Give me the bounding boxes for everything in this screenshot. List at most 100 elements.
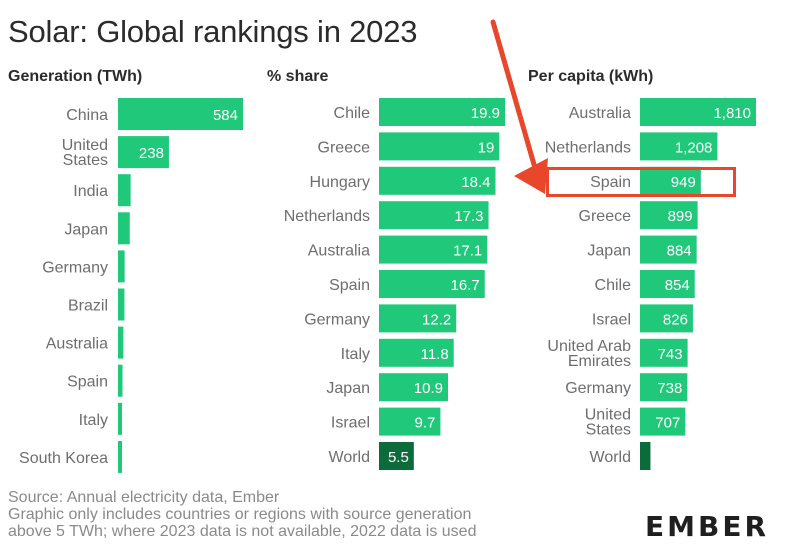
category-label-line: Hungary bbox=[310, 174, 370, 191]
bar bbox=[640, 338, 688, 367]
category-label-line: Italy bbox=[79, 412, 108, 429]
category-label: Japan bbox=[64, 221, 108, 238]
category-label: Spain bbox=[590, 174, 631, 191]
category-label-line: Netherlands bbox=[284, 208, 370, 225]
chart-title: % share bbox=[267, 68, 328, 85]
data-label: 10.9 bbox=[414, 380, 443, 397]
category-label: World bbox=[329, 449, 371, 466]
data-label: 11.8 bbox=[421, 346, 449, 363]
category-label: Netherlands bbox=[284, 208, 370, 225]
category-label: Netherlands bbox=[545, 139, 631, 156]
category-label-line: Chile bbox=[595, 277, 632, 294]
data-label: 949 bbox=[671, 174, 696, 191]
bar bbox=[640, 304, 693, 333]
data-label: 238 bbox=[139, 145, 164, 162]
page-title: Solar: Global rankings in 2023 bbox=[8, 14, 418, 49]
category-label: Japan bbox=[587, 243, 631, 260]
bar bbox=[640, 132, 718, 161]
bar bbox=[118, 250, 125, 283]
bar bbox=[379, 442, 414, 470]
category-label-line: States bbox=[63, 152, 108, 169]
category-label-line: Germany bbox=[565, 380, 631, 397]
category-label-line: Greece bbox=[318, 139, 371, 156]
category-label-line: Netherlands bbox=[545, 139, 631, 156]
category-label-line: Chile bbox=[334, 105, 371, 122]
category-label-line: Spain bbox=[67, 374, 108, 391]
chart-title: Per capita (kWh) bbox=[528, 68, 653, 85]
bar bbox=[379, 166, 496, 195]
bar bbox=[640, 270, 695, 298]
data-label: 743 bbox=[658, 346, 683, 363]
bar bbox=[640, 166, 701, 195]
category-label-line: Japan bbox=[64, 221, 108, 238]
bar bbox=[118, 98, 243, 130]
category-label: Chile bbox=[595, 277, 632, 294]
category-label: Hungary bbox=[310, 174, 370, 191]
data-label: 884 bbox=[667, 243, 692, 260]
bar bbox=[640, 98, 756, 126]
category-label-line: Australia bbox=[308, 243, 370, 260]
bar bbox=[118, 364, 123, 397]
bar bbox=[640, 407, 686, 436]
category-label: Israel bbox=[592, 311, 631, 328]
bar bbox=[118, 174, 131, 207]
data-label: 1,810 bbox=[713, 105, 751, 122]
chart-title: Generation (TWh) bbox=[8, 68, 142, 85]
data-label: 738 bbox=[657, 380, 682, 397]
category-label: Japan bbox=[326, 380, 370, 397]
category-label-line: Japan bbox=[326, 380, 370, 397]
source-line: above 5 TWh; where 2023 data is not avai… bbox=[8, 523, 477, 540]
category-label-line: Italy bbox=[341, 346, 370, 363]
data-label: 9.7 bbox=[415, 415, 436, 432]
bar bbox=[379, 270, 485, 298]
category-label-line: Israel bbox=[592, 311, 631, 328]
ember-logo: EMBER bbox=[645, 510, 770, 543]
data-label: 12.2 bbox=[422, 311, 451, 328]
bar bbox=[379, 98, 505, 126]
spain-highlight-box bbox=[546, 167, 736, 197]
category-label: Chile bbox=[334, 105, 371, 122]
category-label: China bbox=[66, 107, 108, 124]
category-label: Germany bbox=[42, 259, 108, 276]
bar bbox=[379, 304, 457, 333]
bar bbox=[640, 373, 688, 402]
bar bbox=[379, 235, 488, 264]
data-label: 16.7 bbox=[451, 277, 480, 294]
data-label: 707 bbox=[655, 415, 680, 432]
category-label: India bbox=[73, 183, 108, 200]
data-label: 826 bbox=[663, 311, 688, 328]
source-line: Source: Annual electricity data, Ember bbox=[8, 489, 280, 506]
category-label-line: Spain bbox=[329, 277, 370, 294]
source-line: Graphic only includes countries or regio… bbox=[8, 506, 472, 523]
category-label: South Korea bbox=[19, 450, 108, 467]
category-label: United Arab Emirates bbox=[547, 338, 631, 370]
category-label-line: Greece bbox=[579, 208, 632, 225]
bar bbox=[118, 212, 130, 245]
category-label-line: United Arab bbox=[547, 338, 631, 355]
data-label: 17.3 bbox=[454, 208, 483, 225]
category-label: Germany bbox=[304, 311, 370, 328]
category-label-line: Germany bbox=[42, 259, 108, 276]
category-label-line: China bbox=[66, 107, 108, 124]
category-label: United States bbox=[62, 137, 108, 169]
data-label: 1,208 bbox=[675, 139, 713, 156]
data-label: 19.9 bbox=[471, 105, 500, 122]
category-label-line: Spain bbox=[590, 174, 631, 191]
data-label: 18.4 bbox=[461, 174, 490, 191]
data-label: 5.5 bbox=[388, 449, 409, 466]
category-label-line: Australia bbox=[46, 336, 108, 353]
bar bbox=[118, 136, 169, 169]
data-label: 17.1 bbox=[453, 243, 482, 260]
data-label: 899 bbox=[668, 208, 693, 225]
category-label: Brazil bbox=[68, 298, 108, 315]
category-label-line: United bbox=[62, 137, 108, 154]
data-label: 584 bbox=[213, 107, 238, 124]
category-label-line: World bbox=[590, 449, 632, 466]
category-label-line: Australia bbox=[569, 105, 631, 122]
bar bbox=[640, 235, 697, 264]
category-label: Italy bbox=[341, 346, 370, 363]
category-label-line: South Korea bbox=[19, 450, 108, 467]
bar bbox=[118, 288, 125, 321]
category-label-line: Japan bbox=[587, 243, 631, 260]
